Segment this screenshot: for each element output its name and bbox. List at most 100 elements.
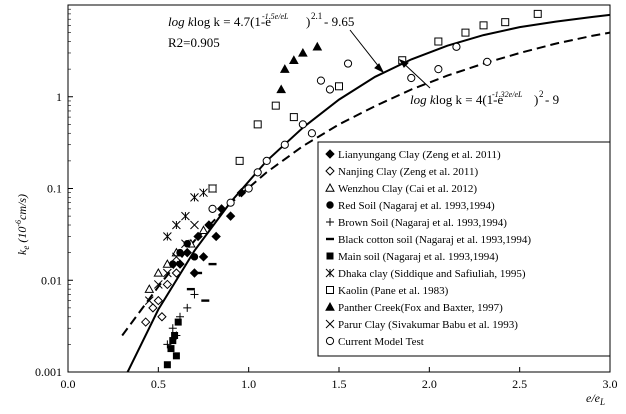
- data-point: [153, 295, 164, 306]
- eq1-tail: - 9.65: [324, 14, 354, 29]
- legend-label: Main soil (Nagaraj et al. 1993,1994): [338, 251, 499, 263]
- x-tick-label: 0.0: [61, 377, 76, 391]
- legend-label: Nanjing Clay (Zeng et al. 2011): [338, 166, 478, 178]
- eq2-tail: - 9: [545, 92, 559, 107]
- y-axis-label: ke (10-6cm/s): [14, 194, 31, 255]
- data-point: [162, 279, 173, 290]
- data-point: [280, 140, 289, 149]
- data-point: [226, 198, 235, 207]
- data-point: [279, 64, 290, 73]
- data-point: [193, 231, 203, 242]
- data-point: [172, 252, 181, 262]
- legend-label: Lianyungang Clay (Zeng et al. 2011): [338, 149, 501, 161]
- svg-text:log klog k = 4(1-e: log klog k = 4(1-e: [410, 92, 503, 107]
- y-tick-label: 0.01: [41, 273, 62, 287]
- data-point: [163, 361, 171, 369]
- legend-marker: [325, 182, 335, 192]
- legend-marker: [325, 268, 335, 278]
- data-point: [434, 37, 443, 46]
- x-tick-label: 2.5: [512, 377, 527, 391]
- data-point: [216, 204, 227, 214]
- data-point: [262, 156, 271, 165]
- data-point: [169, 260, 177, 268]
- data-point: [163, 232, 172, 241]
- data-point: [194, 271, 203, 275]
- data-point: [190, 253, 199, 261]
- data-point: [198, 225, 209, 235]
- data-point: [335, 82, 343, 91]
- data-point: [253, 168, 262, 177]
- x-tick-label: 0.5: [151, 377, 166, 391]
- data-point: [452, 42, 461, 51]
- data-point: [199, 188, 208, 198]
- data-point: [175, 259, 185, 269]
- data-point: [153, 280, 163, 289]
- legend-label: Panther Creek(Fox and Baxter, 1997): [338, 302, 503, 314]
- legend-marker: [325, 301, 335, 311]
- data-point: [208, 184, 217, 193]
- data-point: [183, 303, 192, 312]
- data-point: [190, 220, 199, 230]
- legend-label: Dhaka clay (Siddique and Safiuliah, 1995…: [338, 268, 526, 280]
- data-point: [157, 312, 167, 322]
- data-point: [307, 129, 316, 138]
- eq1-power: 2.1: [311, 11, 322, 21]
- eq2-main: log k = 4(1-e: [436, 92, 504, 107]
- data-point: [144, 284, 155, 293]
- axis-ticks: 0.0 0.5 1.0 1.5 2.0 2.5 3.0 0.001 0.01 0.1 1: [35, 8, 618, 391]
- eq2-power: 2: [539, 89, 544, 99]
- data-point: [298, 120, 307, 129]
- data-point: [501, 18, 510, 27]
- data-point: [244, 184, 253, 193]
- legend-label: Current Model Test: [338, 336, 424, 348]
- data-point: [172, 220, 181, 230]
- data-point: [183, 240, 191, 248]
- data-point: [325, 85, 335, 94]
- equation-dashed: log klog k = 4(1-e -1.32e/eL ) 2 - 9: [410, 89, 559, 107]
- data-points: [140, 9, 542, 369]
- data-point: [171, 268, 182, 278]
- data-point: [172, 352, 180, 360]
- data-point: [167, 345, 175, 353]
- eq2-exponent: -1.32e/eL: [492, 90, 523, 99]
- legend-marker: [326, 286, 334, 294]
- eq2-close: ): [534, 92, 538, 107]
- data-point: [479, 21, 488, 30]
- x-axis-label: e/eL: [586, 391, 605, 407]
- data-point: [343, 59, 353, 68]
- x-tick-label: 3.0: [603, 377, 618, 391]
- data-point: [208, 262, 217, 266]
- eq1-main: log k = 4.7(1-e: [194, 14, 272, 29]
- data-point: [182, 247, 192, 258]
- fit-curve-dashed: [121, 31, 611, 337]
- x-tick-label: 1.0: [241, 377, 256, 391]
- y-tick-label: 0.001: [35, 365, 62, 379]
- legend-marker: [326, 252, 334, 260]
- eq1-exponent: -1.5e/eL: [262, 12, 289, 21]
- data-point: [163, 340, 172, 349]
- data-point: [225, 211, 236, 221]
- data-point: [148, 303, 158, 313]
- data-point: [163, 268, 172, 278]
- legend-label: Parur Clay (Sivakumar Babu et al. 1993): [338, 319, 518, 331]
- data-point: [461, 28, 470, 37]
- data-point: [204, 220, 214, 230]
- svg-text:log klog k = 4.7(1-e: log klog k = 4.7(1-e: [168, 14, 271, 29]
- data-point: [276, 84, 287, 94]
- fit-curve-solid: [126, 13, 611, 373]
- data-point: [533, 9, 542, 18]
- data-point: [140, 317, 151, 327]
- fitted-curves: [121, 13, 611, 373]
- eq1-close: ): [306, 14, 310, 29]
- data-point: [289, 113, 298, 122]
- legend-label: Red Soil (Nagaraj et al. 1993,1994): [338, 200, 495, 212]
- data-point: [181, 211, 190, 221]
- data-point: [434, 65, 443, 74]
- legend-marker: [326, 218, 334, 226]
- data-point: [271, 101, 280, 110]
- legend-marker: [325, 149, 335, 159]
- data-point: [211, 231, 221, 242]
- data-point: [181, 239, 190, 249]
- data-point: [312, 41, 323, 51]
